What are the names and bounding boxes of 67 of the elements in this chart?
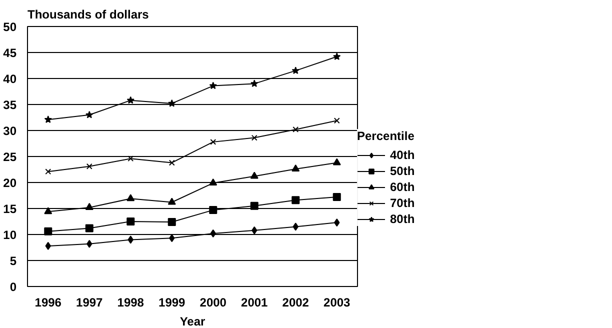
point	[45, 242, 51, 250]
point	[128, 156, 134, 162]
point	[292, 126, 299, 132]
y-tick-label: 35	[3, 98, 17, 112]
point	[45, 168, 52, 175]
point	[250, 172, 258, 179]
legend-label: 60th	[390, 180, 415, 194]
x-tick-label: 2000	[200, 296, 227, 310]
y-tick-label: 45	[3, 46, 17, 60]
legend-label: 80th	[390, 212, 415, 226]
y-axis-title: Thousands of dollars	[28, 8, 150, 22]
point	[169, 234, 175, 242]
point	[209, 206, 218, 214]
y-tick-label: 15	[3, 202, 17, 216]
point	[168, 218, 176, 226]
point	[252, 226, 258, 234]
x-tick-label: 1999	[158, 296, 186, 310]
x-axis-title: Year	[180, 314, 206, 328]
point	[168, 160, 175, 166]
point	[85, 202, 94, 210]
x-tick-label: 2003	[324, 296, 351, 310]
y-tick-label: 30	[3, 124, 17, 138]
legend-label: 40th	[390, 148, 415, 162]
point	[44, 227, 52, 236]
point	[292, 66, 300, 74]
x-tick-label: 2001	[241, 296, 268, 310]
x-tick-label: 1998	[117, 296, 144, 310]
y-tick-label: 50	[3, 20, 17, 34]
point	[209, 82, 217, 90]
y-tick-label: 5	[10, 254, 17, 268]
legend-label: 50th	[390, 164, 415, 178]
y-tick-label: 25	[3, 150, 17, 164]
point	[209, 178, 218, 186]
x-tick-label: 2002	[282, 296, 310, 310]
point	[210, 138, 216, 145]
point	[168, 99, 176, 107]
y-tick-label: 20	[3, 176, 17, 190]
legend-label: 70th	[390, 196, 415, 210]
point	[86, 110, 94, 118]
point	[126, 218, 135, 226]
point	[250, 202, 258, 210]
point	[332, 193, 341, 202]
legend-title: Percentile	[357, 129, 415, 143]
point	[85, 224, 94, 232]
point	[86, 163, 92, 170]
point	[126, 194, 135, 202]
x-tick-label: 1997	[76, 296, 104, 310]
point	[86, 240, 92, 248]
point	[250, 80, 258, 88]
y-tick-label: 10	[3, 228, 17, 242]
point	[168, 198, 176, 205]
point	[334, 118, 340, 124]
point	[292, 222, 298, 231]
y-tick-label: 40	[3, 72, 17, 86]
x-tick-label: 1996	[34, 296, 62, 310]
point	[333, 52, 341, 60]
point	[292, 196, 300, 204]
point	[334, 218, 340, 227]
point	[210, 229, 216, 238]
y-tick-label: 0	[10, 280, 17, 294]
point	[126, 96, 134, 104]
point	[251, 134, 258, 141]
point	[44, 116, 52, 123]
point	[332, 158, 341, 166]
point	[44, 207, 52, 214]
point	[292, 164, 300, 172]
point	[128, 236, 134, 244]
